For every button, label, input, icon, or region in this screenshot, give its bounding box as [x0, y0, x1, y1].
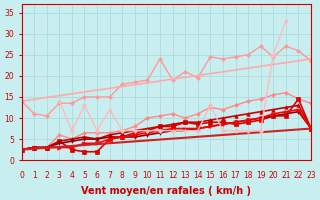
X-axis label: Vent moyen/en rafales ( km/h ): Vent moyen/en rafales ( km/h )	[81, 186, 251, 196]
